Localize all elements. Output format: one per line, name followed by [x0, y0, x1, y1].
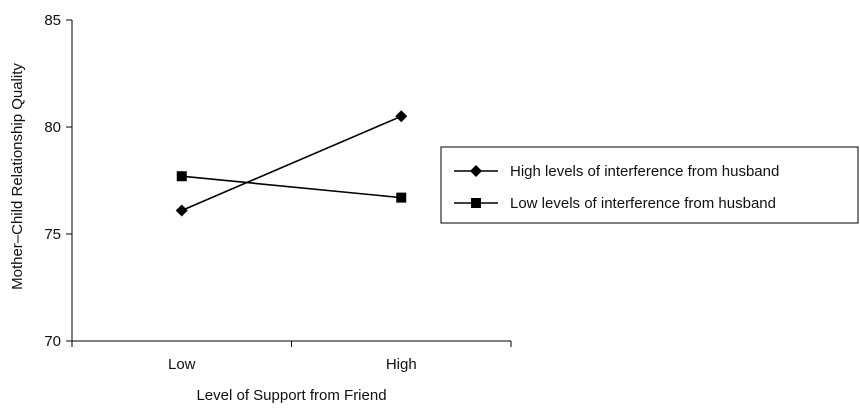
data-point-square	[176, 171, 187, 182]
data-point-square	[396, 192, 407, 203]
legend: High levels of interference from husband…	[440, 146, 859, 224]
legend-marker-square	[471, 198, 481, 208]
legend-marker-diamond	[470, 165, 482, 177]
data-point-diamond	[175, 204, 188, 217]
legend-label: High levels of interference from husband	[510, 163, 779, 180]
series-line	[181, 115, 402, 212]
legend-label: Low levels of interference from husband	[510, 195, 776, 212]
x-ticks: Low High	[71, 341, 512, 373]
legend-item: High levels of interference from husband	[454, 163, 779, 180]
y-axis-title: Mother–Child Relationship Quality	[9, 63, 26, 290]
x-axis-title: Level of Support from Friend	[196, 387, 386, 404]
y-tick-label: 75	[44, 226, 61, 243]
series-line	[181, 175, 402, 199]
y-ticks: 70 75 80 85	[44, 12, 72, 350]
x-category-label: Low	[168, 356, 196, 373]
x-category-label: High	[386, 356, 417, 373]
y-tick-label: 70	[44, 333, 61, 350]
series-2	[176, 171, 407, 203]
legend-item: Low levels of interference from husband	[454, 195, 776, 212]
legend-items: High levels of interference from husband…	[454, 163, 779, 212]
y-tick-label: 85	[44, 12, 61, 29]
legend-box	[440, 146, 859, 224]
y-tick-label: 80	[44, 119, 61, 136]
series-1	[175, 110, 408, 217]
data-point-diamond	[395, 110, 408, 123]
series-layer	[175, 110, 408, 217]
